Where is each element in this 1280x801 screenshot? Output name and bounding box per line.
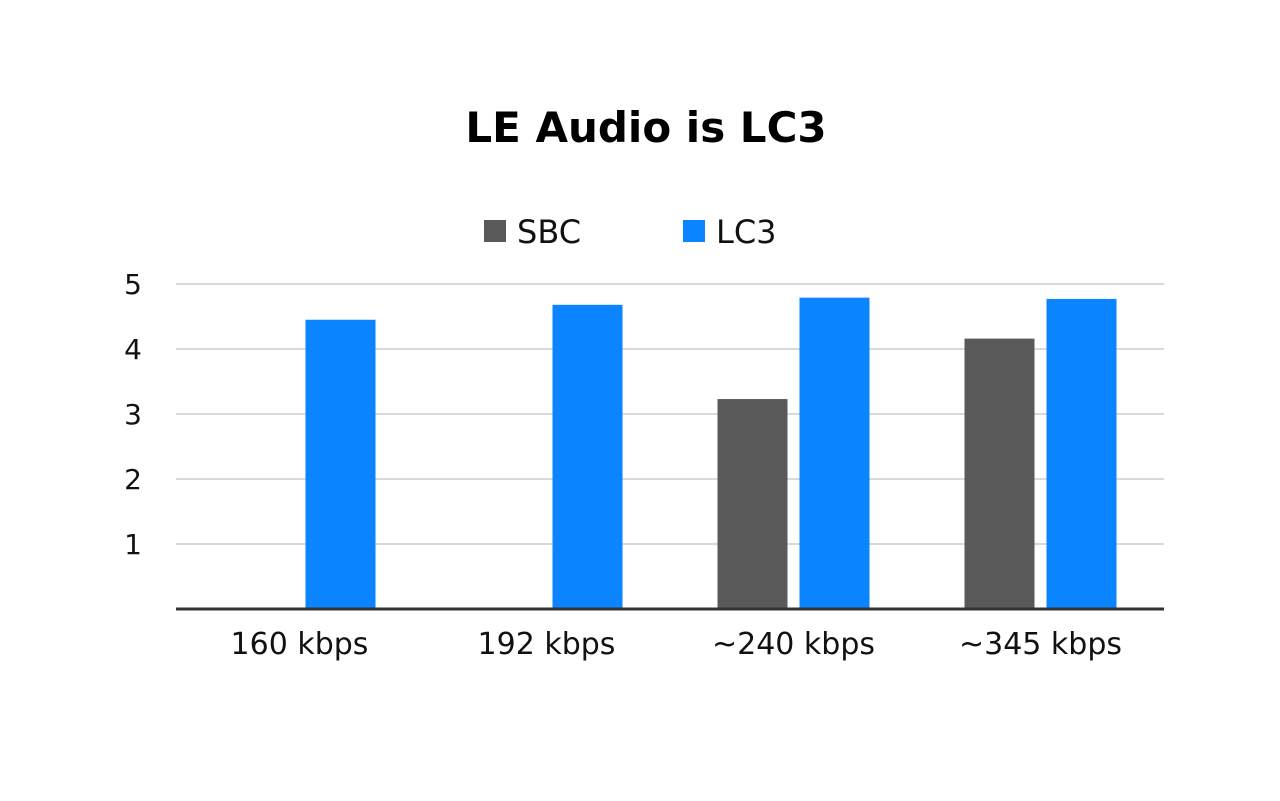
bar-sbc-3: [964, 338, 1035, 609]
legend: SBC LC3: [484, 213, 777, 251]
y-axis-ticks: 1 2 3 4 5: [124, 268, 142, 561]
bar-sbc-2: [717, 399, 788, 609]
bar-lc3-1: [552, 304, 623, 609]
bar-lc3-2: [799, 297, 870, 609]
x-category-label: 192 kbps: [478, 627, 616, 662]
bar-lc3-0: [305, 319, 376, 609]
x-category-label: ~240 kbps: [712, 627, 875, 662]
y-tick-label: 1: [124, 528, 142, 561]
legend-label-lc3: LC3: [716, 213, 777, 251]
x-category-label: ~345 kbps: [959, 627, 1122, 662]
legend-label-sbc: SBC: [517, 213, 581, 251]
bar-lc3-3: [1046, 298, 1117, 609]
x-axis-labels: 160 kbps 192 kbps ~240 kbps ~345 kbps: [231, 627, 1122, 662]
y-tick-label: 2: [124, 463, 142, 496]
y-tick-label: 4: [124, 333, 142, 366]
legend-swatch-lc3: [683, 220, 705, 242]
x-category-label: 160 kbps: [231, 627, 369, 662]
y-tick-label: 3: [124, 398, 142, 431]
bars: [305, 297, 1117, 609]
y-tick-label: 5: [124, 268, 142, 301]
legend-swatch-sbc: [484, 220, 506, 242]
chart-title: LE Audio is LC3: [465, 103, 826, 152]
